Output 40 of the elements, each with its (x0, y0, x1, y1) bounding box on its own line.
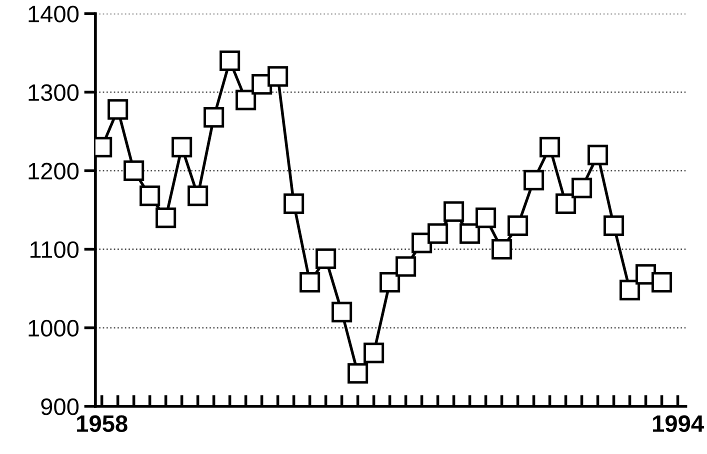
point (220, 50, 240, 72)
point (268, 66, 288, 87)
point (332, 302, 352, 322)
point (492, 238, 512, 260)
point (172, 136, 192, 158)
point (188, 186, 208, 206)
point (380, 272, 400, 293)
point (300, 272, 320, 293)
point (588, 144, 608, 166)
y-tick-label: 900 (41, 398, 79, 416)
point (108, 99, 128, 120)
point (508, 215, 528, 236)
point (348, 363, 368, 384)
y-tick-label: 1200 (28, 162, 79, 180)
y-tick-label: 1300 (28, 84, 79, 101)
point (524, 170, 544, 190)
point (316, 248, 336, 269)
point (604, 215, 624, 236)
point (572, 178, 592, 198)
point (140, 186, 160, 206)
point (284, 193, 304, 214)
point (428, 223, 448, 244)
y-tick-label: 1400 (28, 6, 79, 22)
point (236, 90, 256, 110)
point (476, 208, 496, 228)
point (460, 223, 480, 244)
point (556, 193, 576, 214)
point (364, 342, 384, 364)
y-tick-label: 1000 (28, 320, 79, 337)
x-tick-label: 1994 (653, 415, 704, 432)
point (620, 280, 640, 300)
point (396, 256, 416, 277)
point (204, 107, 224, 128)
point (652, 272, 672, 293)
point (156, 208, 176, 228)
x-tick-label: 1958 (77, 415, 128, 432)
point (540, 136, 560, 158)
y-tick-label: 1100 (30, 241, 79, 258)
point (444, 201, 464, 222)
point (124, 160, 144, 181)
